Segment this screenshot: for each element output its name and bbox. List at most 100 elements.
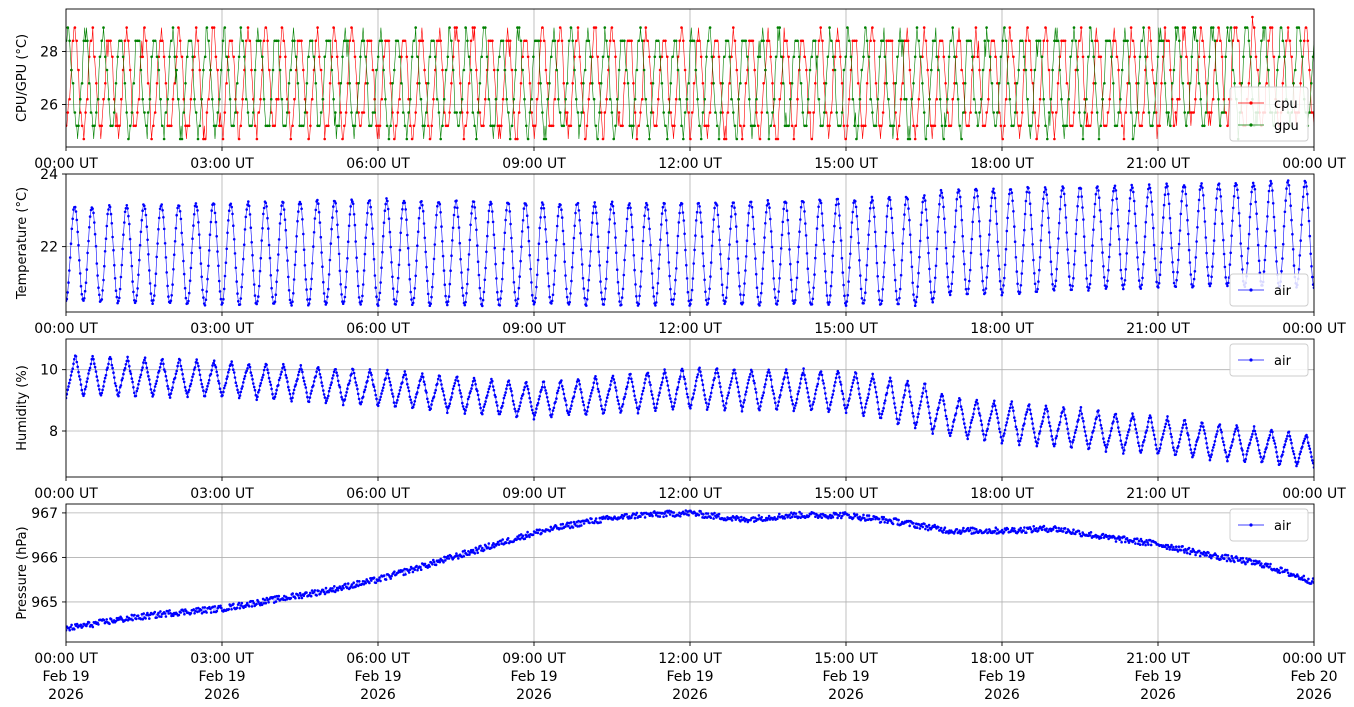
data-point xyxy=(867,55,871,59)
data-point xyxy=(471,205,474,208)
data-point xyxy=(756,402,760,405)
data-point xyxy=(97,623,100,626)
data-point xyxy=(620,303,623,307)
data-point xyxy=(110,222,114,225)
data-point xyxy=(808,111,812,114)
data-point xyxy=(687,111,690,114)
data-point xyxy=(158,615,161,618)
data-point xyxy=(305,111,309,114)
data-point xyxy=(850,221,854,224)
data-point xyxy=(114,384,118,388)
data-point xyxy=(526,55,530,59)
data-point xyxy=(530,293,534,297)
data-point xyxy=(282,365,286,369)
data-point xyxy=(1006,417,1009,420)
data-point xyxy=(533,301,536,304)
data-point xyxy=(632,82,635,85)
data-point xyxy=(525,214,529,217)
data-point xyxy=(391,395,395,398)
data-point xyxy=(763,385,766,389)
data-point xyxy=(1276,68,1279,72)
data-point xyxy=(432,39,435,43)
data-point xyxy=(491,379,494,383)
data-point xyxy=(856,381,860,385)
data-point xyxy=(949,431,953,435)
data-point xyxy=(171,283,174,286)
data-point xyxy=(401,39,405,43)
data-point xyxy=(642,68,646,72)
data-point xyxy=(388,230,392,234)
data-point xyxy=(1106,279,1109,283)
data-point xyxy=(1073,431,1077,435)
data-point xyxy=(232,368,235,372)
data-point xyxy=(1004,39,1008,43)
data-point xyxy=(877,407,880,411)
data-point xyxy=(290,400,293,403)
data-point xyxy=(146,370,149,374)
x-tick-label: 00:00 UT xyxy=(1282,156,1346,172)
data-point xyxy=(967,433,970,436)
data-point xyxy=(1114,189,1118,192)
data-point xyxy=(542,207,546,210)
data-point xyxy=(1187,248,1191,252)
data-point xyxy=(377,298,381,302)
data-point xyxy=(772,392,775,396)
data-point xyxy=(1110,212,1113,215)
data-point xyxy=(363,388,367,392)
data-point xyxy=(366,211,369,215)
data-point xyxy=(523,39,526,43)
data-point xyxy=(682,219,686,222)
data-point xyxy=(721,399,725,403)
data-point xyxy=(1145,204,1148,208)
data-point xyxy=(353,223,357,227)
data-point xyxy=(372,257,376,261)
data-point xyxy=(78,375,81,378)
data-point xyxy=(173,55,177,59)
data-point xyxy=(893,406,897,409)
data-point xyxy=(401,569,405,572)
data-point xyxy=(1213,39,1217,43)
data-point xyxy=(901,242,904,245)
data-point xyxy=(776,404,780,407)
data-point xyxy=(748,375,751,379)
data-point xyxy=(633,268,636,272)
data-point xyxy=(149,292,153,295)
data-point xyxy=(390,574,393,578)
data-point xyxy=(312,55,316,59)
data-point xyxy=(712,82,715,85)
data-point xyxy=(1185,426,1188,430)
data-point xyxy=(364,385,368,389)
data-point xyxy=(986,264,989,268)
data-point xyxy=(1047,231,1051,234)
data-point xyxy=(492,388,496,392)
data-point xyxy=(566,111,569,114)
data-point xyxy=(1178,437,1182,441)
data-point xyxy=(169,299,173,303)
data-point xyxy=(560,39,564,43)
data-point xyxy=(314,375,318,378)
data-point xyxy=(819,201,823,205)
data-point xyxy=(1189,448,1193,451)
data-point xyxy=(1167,192,1170,196)
data-point xyxy=(833,224,836,228)
data-point xyxy=(916,285,919,288)
data-point xyxy=(1282,445,1286,449)
data-point xyxy=(255,137,259,141)
data-point xyxy=(623,395,626,399)
data-point xyxy=(72,362,75,366)
data-point xyxy=(706,405,710,409)
data-point xyxy=(1130,417,1133,420)
data-point xyxy=(335,210,338,213)
data-point xyxy=(1080,195,1083,198)
data-point xyxy=(428,55,432,59)
data-point xyxy=(411,405,415,409)
data-point xyxy=(382,221,386,224)
data-point xyxy=(833,55,837,59)
data-point xyxy=(1201,421,1204,425)
data-point xyxy=(1203,432,1207,435)
data-point xyxy=(744,82,748,85)
data-point xyxy=(950,428,954,432)
data-point xyxy=(794,288,798,291)
data-point xyxy=(1001,137,1004,141)
data-point xyxy=(1229,251,1232,255)
